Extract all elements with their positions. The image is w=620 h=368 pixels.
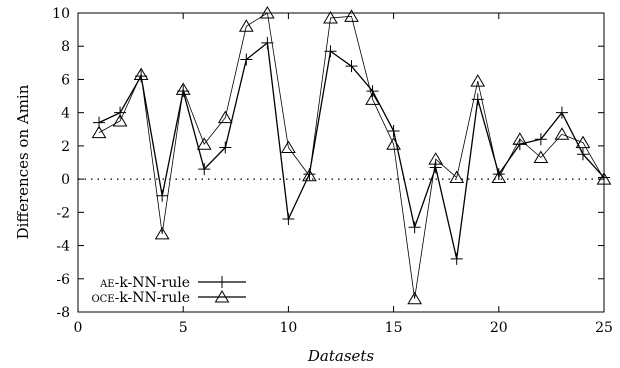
y-tick-label: -2 [56, 205, 70, 221]
y-tick-label: -4 [56, 239, 70, 255]
x-tick-label: 25 [595, 320, 613, 336]
plot-border [77, 12, 605, 313]
x-tick-label: 10 [279, 320, 297, 336]
legend-label-oce-suffix: -k-NN-rule [115, 290, 190, 306]
y-tick-label: -6 [56, 272, 70, 288]
y-tick-label: 6 [61, 72, 70, 88]
data-point-triangle [344, 9, 359, 22]
data-point-plus [156, 189, 169, 202]
data-point-triangle [133, 67, 149, 80]
legend-marker-oce-triangle [214, 290, 230, 303]
legend-label-oce: OCE-k-NN-rule [91, 290, 190, 306]
data-point-plus [387, 124, 400, 137]
data-point-triangle [428, 152, 444, 165]
data-point-triangle [281, 140, 296, 154]
data-point-triangle [596, 172, 612, 185]
x-axis-title: Datasets [307, 347, 375, 365]
legend-label-ae-prefix: AE [99, 279, 115, 290]
data-point-triangle [386, 137, 401, 150]
data-point-triangle [112, 113, 128, 127]
series-oce [91, 6, 612, 305]
data-point-triangle [154, 226, 170, 240]
y-tick-label: 10 [52, 6, 70, 22]
data-point-triangle [491, 170, 507, 183]
data-point-triangle [554, 127, 570, 140]
data-point-plus [261, 36, 274, 49]
data-point-plus [408, 221, 421, 234]
legend: AE-k-NN-rule OCE-k-NN-rule [91, 275, 246, 306]
legend-label-oce-prefix: OCE [91, 294, 114, 305]
y-tick-label: 8 [61, 39, 70, 55]
data-point-plus [198, 163, 211, 176]
legend-label-ae: AE-k-NN-rule [99, 275, 190, 291]
data-point-triangle [533, 150, 549, 164]
data-point-triangle [91, 125, 107, 139]
data-point-triangle [512, 132, 528, 145]
data-point-plus [366, 85, 379, 98]
y-tick-label: -8 [56, 305, 70, 321]
data-point-triangle [365, 92, 380, 105]
data-point-triangle [175, 82, 191, 95]
x-tick-label: 5 [179, 320, 188, 336]
series-ae [93, 36, 610, 265]
data-point-triangle [470, 74, 486, 87]
legend-marker-ae-plus [216, 276, 228, 288]
legend-plus-glyph [216, 276, 228, 288]
series-line [98, 41, 605, 259]
data-point-plus [450, 252, 463, 265]
data-point-triangle [196, 137, 212, 150]
plot-frame [77, 12, 605, 313]
y-axis-title: Differences on Amin [14, 84, 32, 239]
y-tick-label: 0 [61, 172, 70, 188]
x-tick-label: 20 [490, 320, 508, 336]
legend-triangle-glyph [214, 290, 230, 303]
data-point-plus [345, 60, 358, 73]
series-line [98, 12, 605, 299]
data-point-plus [555, 106, 568, 119]
data-point-triangle [302, 168, 317, 182]
x-tick-label: 0 [74, 320, 83, 336]
data-point-triangle [575, 135, 591, 149]
data-point-plus [240, 53, 253, 66]
data-point-plus [534, 133, 547, 146]
data-point-triangle [238, 19, 254, 32]
axis-ticks: 0 5 10 15 20 25 -8 -6 -4 -2 0 2 4 6 8 10 [52, 6, 613, 336]
y-tick-label: 2 [61, 139, 70, 155]
data-point-plus [429, 161, 442, 174]
data-point-plus [282, 212, 295, 225]
data-point-triangle [259, 6, 275, 19]
y-tick-label: 4 [61, 106, 70, 122]
x-tick-label: 15 [385, 320, 403, 336]
data-point-plus [219, 141, 232, 154]
data-point-triangle [323, 11, 338, 24]
data-point-plus [576, 148, 589, 161]
data-point-plus [324, 45, 337, 58]
legend-label-ae-suffix: -k-NN-rule [115, 275, 190, 291]
data-point-triangle [449, 170, 465, 183]
series-layer [91, 6, 612, 305]
data-point-triangle [407, 291, 423, 305]
data-point-triangle [217, 110, 233, 124]
